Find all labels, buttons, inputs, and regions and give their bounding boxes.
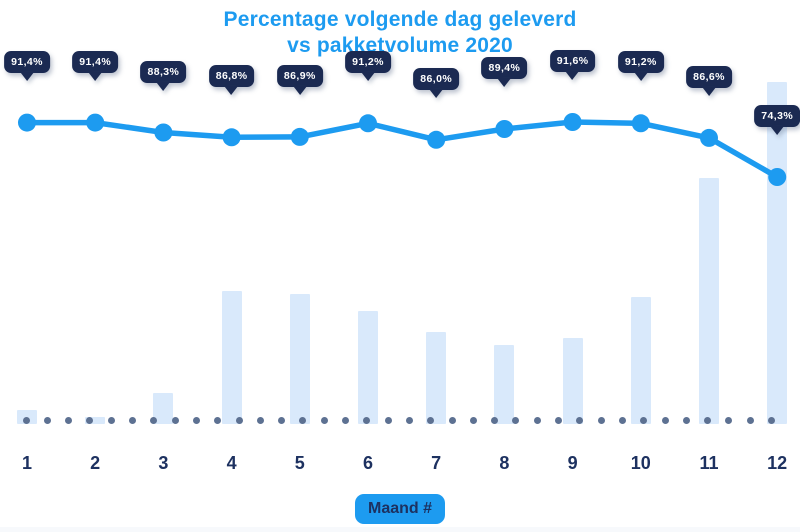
data-point-month-5 (290, 127, 309, 146)
baseline-dot (448, 416, 456, 424)
data-point-month-4 (222, 128, 241, 147)
data-point-month-2 (86, 113, 105, 132)
baseline-dot (640, 416, 648, 424)
baseline-dot (363, 416, 371, 424)
baseline-dot (469, 416, 477, 424)
point-label-month-1: 91,4% (4, 50, 50, 73)
month-label-10: 10 (630, 453, 651, 473)
point-label-month-4: 86,8% (208, 65, 255, 88)
data-point-month-9 (563, 113, 582, 131)
point-label-month-2: 91,4% (72, 50, 119, 73)
volume-bar-month-12 (767, 82, 788, 424)
baseline-dot (22, 416, 30, 424)
data-point-month-11 (700, 128, 718, 147)
baseline-dot (704, 416, 712, 424)
baseline-dot (618, 416, 626, 424)
point-label-month-11: 86,6% (686, 65, 732, 88)
chart-title-line1: Percentage volgende dag geleverd (223, 8, 577, 31)
point-label-month-7: 86,0% (413, 67, 460, 90)
baseline-dot (299, 416, 307, 424)
baseline-dot (427, 416, 435, 424)
baseline-dot (725, 416, 733, 424)
month-label-2: 2 (90, 453, 101, 473)
baseline-dot (768, 416, 775, 424)
baseline-dot (320, 416, 328, 424)
baseline-dot (214, 416, 222, 424)
data-point-month-6 (359, 114, 377, 133)
volume-bar-month-10 (630, 297, 651, 424)
point-label-month-8: 89,4% (481, 57, 528, 79)
month-label-1: 1 (21, 453, 33, 473)
bottom-edge-strip (0, 527, 800, 532)
data-point-month-10 (631, 114, 650, 133)
baseline-dot (43, 416, 51, 424)
chart-title-line2: vs pakketvolume 2020 (287, 34, 513, 57)
baseline-dot (107, 416, 115, 424)
point-label-month-6: 91,2% (345, 51, 391, 74)
baseline-dot (597, 416, 605, 424)
baseline-dot (555, 416, 562, 424)
baseline-dot (65, 416, 73, 424)
baseline-dot (746, 416, 754, 424)
x-axis-title-pill: Maand # (354, 494, 446, 524)
x-axis-title-text: Maand # (367, 500, 433, 517)
data-point-month-12 (768, 168, 787, 186)
point-label-month-10: 91,2% (617, 51, 664, 74)
volume-bar-month-6 (358, 311, 378, 424)
month-label-12: 12 (767, 453, 788, 473)
percentage-line (24, 119, 780, 180)
baseline-dot (342, 416, 349, 424)
data-point-month-7 (427, 130, 446, 149)
baseline-dot (533, 416, 541, 424)
month-label-4: 4 (226, 453, 237, 473)
volume-bar-month-2 (85, 417, 106, 424)
baseline-dot (384, 416, 392, 424)
volume-bar-month-4 (221, 291, 242, 424)
point-label-month-5: 86,9% (276, 64, 323, 87)
point-label-month-12: 74,3% (754, 105, 800, 127)
point-label-month-9: 91,6% (549, 50, 596, 72)
data-point-month-1 (18, 113, 36, 132)
baseline-dot (682, 416, 690, 424)
baseline-dot (235, 416, 243, 424)
month-label-5: 5 (294, 453, 305, 473)
month-label-6: 6 (362, 453, 374, 473)
baseline-dot (256, 416, 264, 424)
chart-title: Percentage volgende dag geleverd vs pakk… (0, 7, 800, 59)
point-label-month-3: 88,3% (140, 60, 187, 83)
baseline-dot (150, 416, 158, 424)
baseline-dot (129, 416, 136, 424)
volume-bar-month-11 (699, 178, 719, 424)
baseline-dot (512, 416, 520, 424)
baseline-dot (405, 416, 413, 424)
volume-bar-month-5 (289, 294, 310, 424)
data-point-month-8 (495, 120, 514, 138)
baseline-dot (576, 416, 584, 424)
volume-bar-month-7 (426, 332, 447, 424)
baseline-dot (86, 416, 94, 424)
baseline-dot (192, 416, 200, 424)
month-label-3: 3 (158, 453, 169, 473)
month-label-11: 11 (699, 453, 719, 473)
volume-bar-month-8 (494, 345, 515, 424)
volume-bar-month-3 (153, 393, 174, 424)
month-label-7: 7 (431, 453, 442, 473)
month-label-8: 8 (499, 453, 510, 473)
baseline-dot (171, 416, 179, 424)
volume-bar-month-9 (562, 338, 583, 424)
data-point-month-3 (154, 123, 173, 142)
month-label-9: 9 (567, 453, 578, 473)
baseline-dot (491, 416, 499, 424)
baseline-dot (278, 416, 286, 424)
baseline-dot (661, 416, 669, 424)
